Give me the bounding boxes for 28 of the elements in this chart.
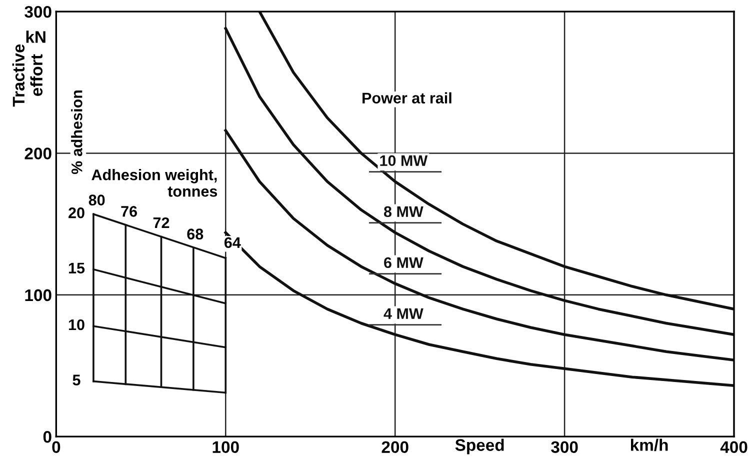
y-tick-label: 100: [25, 289, 52, 302]
text: km/h: [631, 438, 668, 452]
series-label: 8 MW: [384, 206, 424, 218]
annotation: 20: [68, 207, 84, 218]
annotation: 15: [68, 262, 85, 274]
series-label: 10 MW: [380, 155, 428, 166]
x-tick-label: 0: [52, 441, 60, 453]
y-tick-label: 200: [24, 148, 52, 160]
series-label: 6 MW: [384, 257, 424, 268]
y-tick-label: 300: [24, 6, 52, 18]
annotation: % adhesion: [71, 90, 82, 174]
annotation: 68: [187, 228, 204, 240]
x-axis-title: Speed: [455, 438, 504, 454]
y-axis-title: Tractive effort: [12, 44, 43, 107]
annotation: 80: [88, 194, 105, 206]
annotation: 72: [153, 217, 170, 228]
annotation: 76: [121, 206, 137, 217]
y-tick-label: 0: [43, 430, 52, 443]
series-label: 4 MW: [384, 308, 424, 319]
x-tick-label: 200: [382, 441, 408, 453]
text: kN: [26, 30, 46, 43]
annotation: Power at rail: [362, 92, 452, 104]
annotation: 10: [68, 319, 84, 330]
x-tick-label: 300: [551, 441, 578, 454]
annotation: 64: [224, 237, 241, 248]
x-tick-label: 100: [212, 441, 239, 453]
x-tick-label: 400: [720, 441, 748, 453]
annotation: 5: [72, 374, 80, 386]
